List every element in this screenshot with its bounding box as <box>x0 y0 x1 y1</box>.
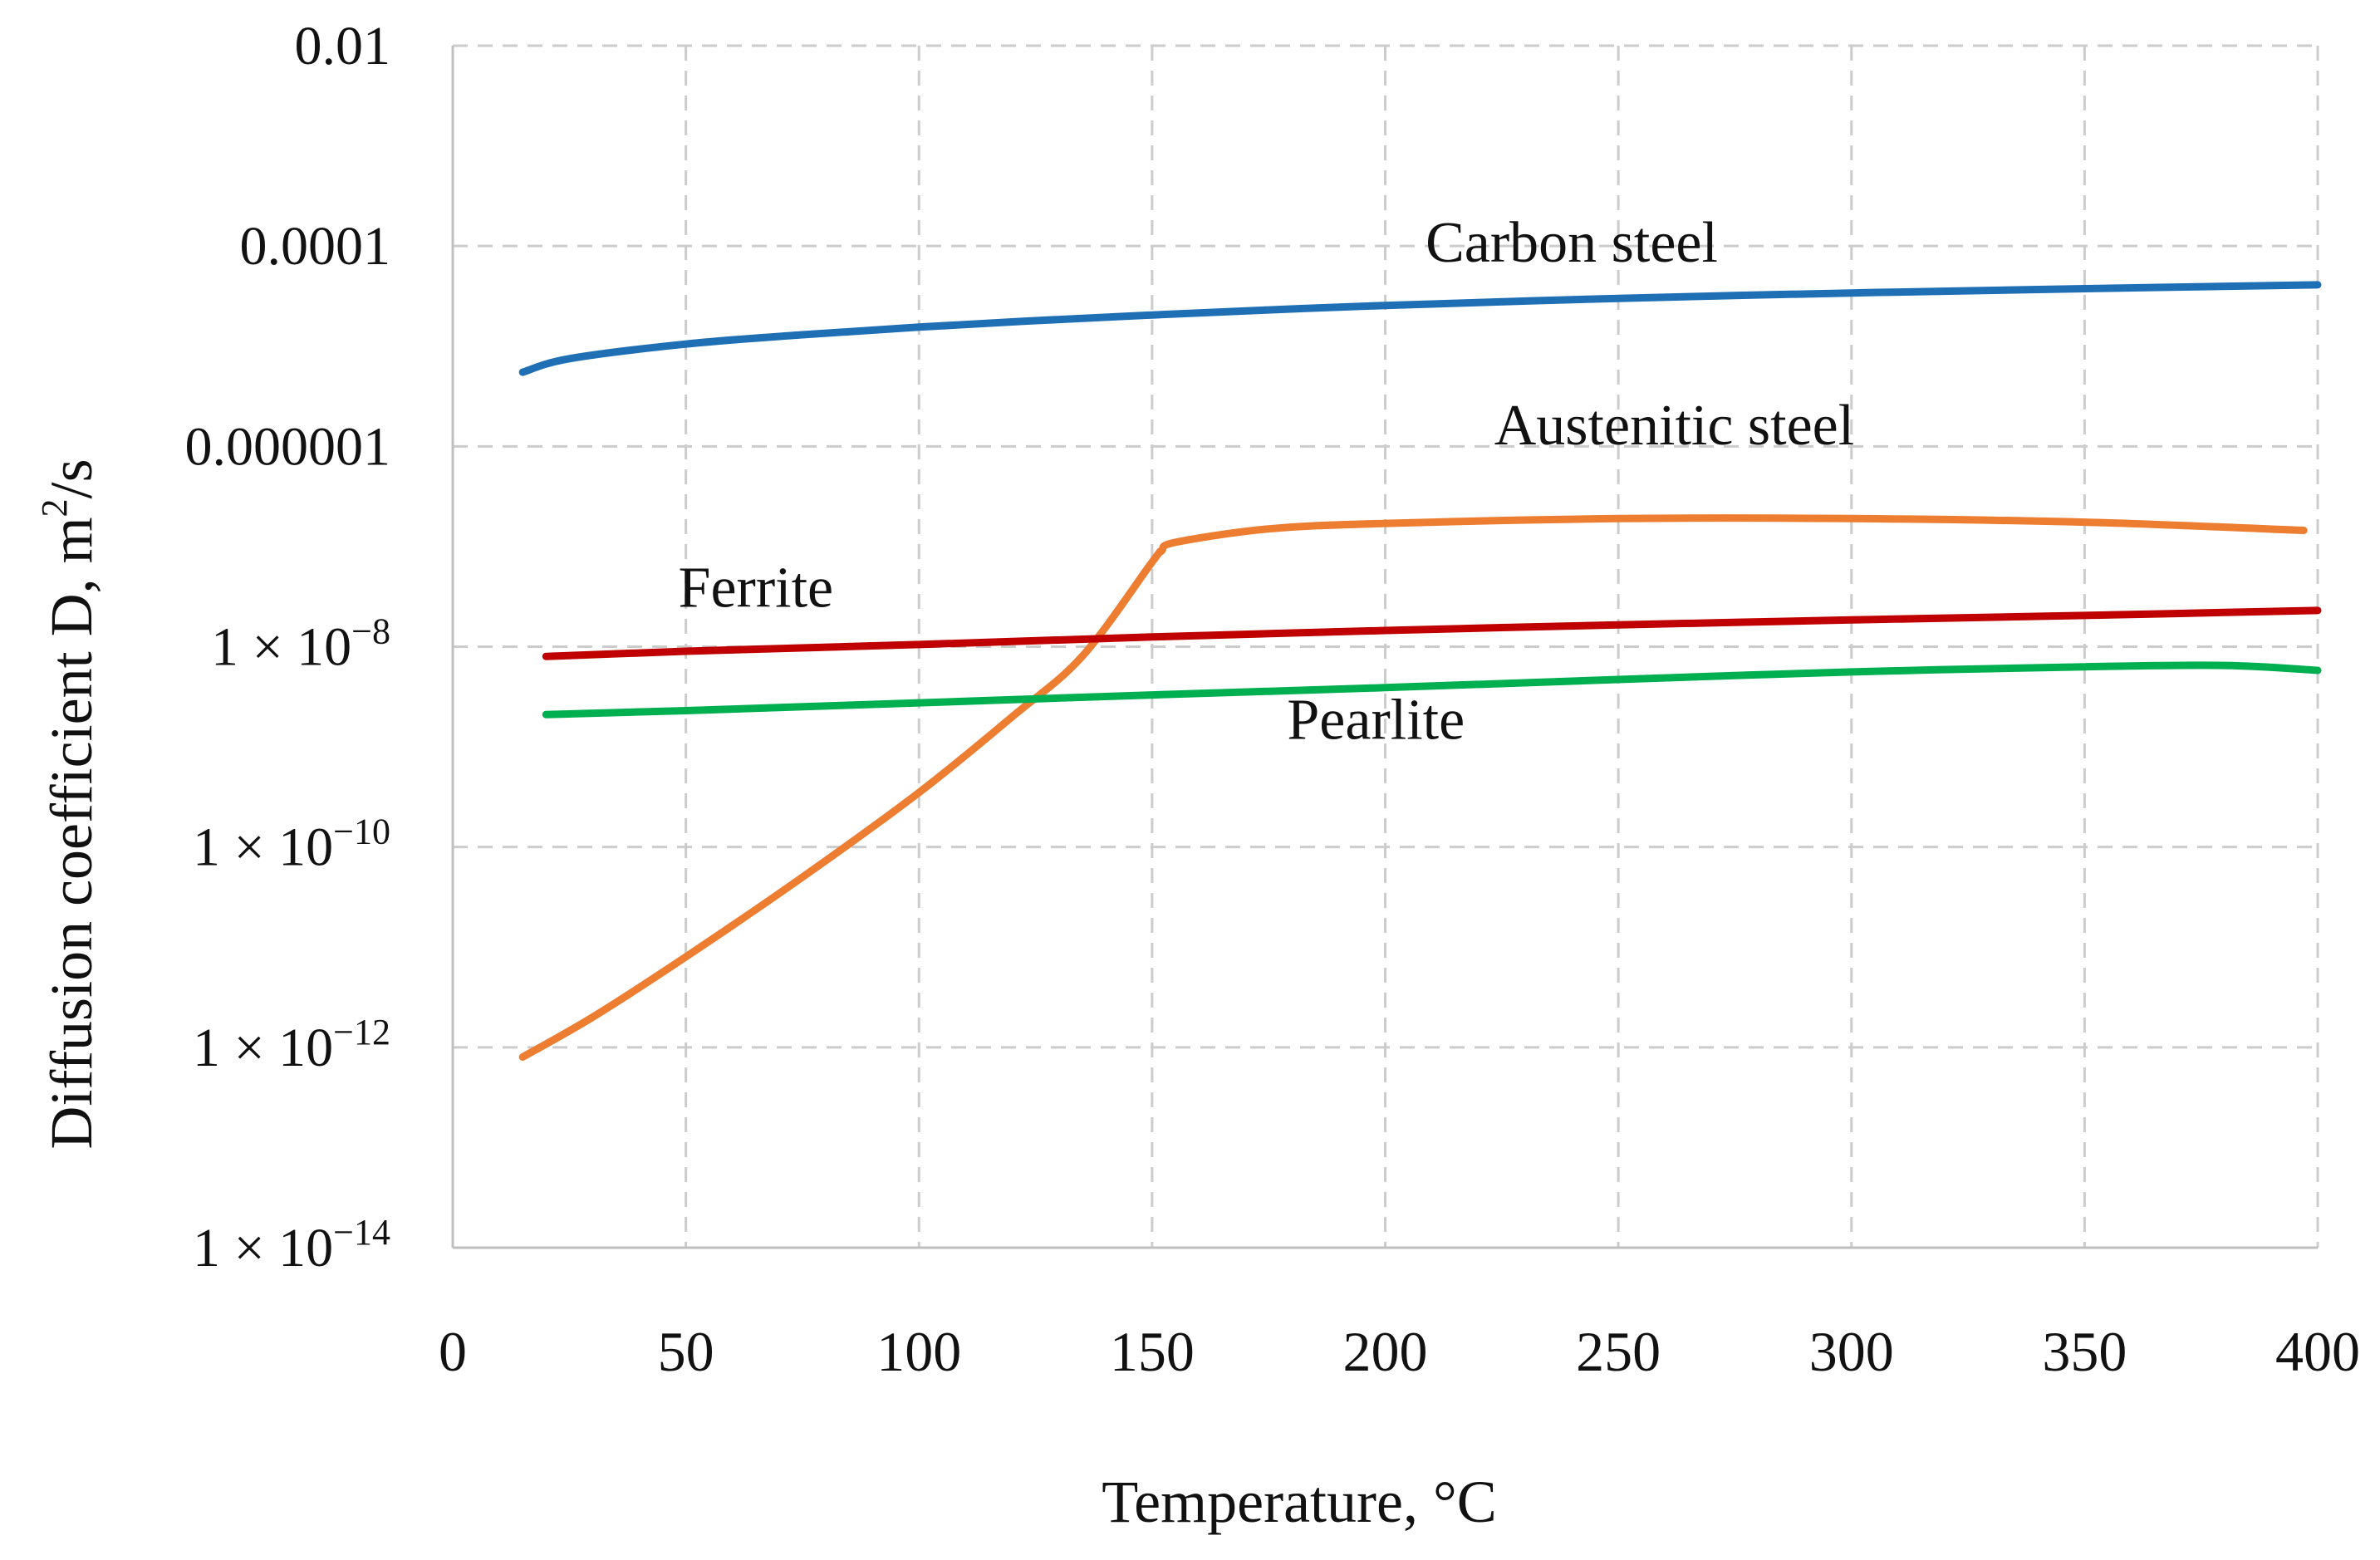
series-line-austenitic-steel <box>518 514 2308 1061</box>
y-tick-label: 1 × 10−10 <box>193 812 390 878</box>
y-axis-label: Diffusion coefficient D, m2/s <box>34 459 105 1149</box>
x-tick-label: 300 <box>1809 1320 1894 1383</box>
series-label-austenitic-steel: Austenitic steel <box>1494 394 1855 458</box>
series-line-carbon-steel <box>518 281 2322 376</box>
series-labels: Carbon steel Austenitic steel Ferrite Pearl… <box>679 211 1855 753</box>
series-label-pearlite: Pearlite <box>1287 689 1465 753</box>
x-tick-label: 350 <box>2042 1320 2127 1383</box>
y-tick-label: 0.01 <box>295 16 391 76</box>
y-tick-labels: 0.01 0.0001 0.000001 1 × 10−8 1 × 10−10 1 × 1… <box>185 16 391 1278</box>
series-line-pearlite <box>542 661 2322 719</box>
series-label-carbon-steel: Carbon steel <box>1426 211 1718 275</box>
x-tick-label: 200 <box>1343 1320 1428 1383</box>
y-tick-label: 0.0001 <box>240 216 391 277</box>
x-tick-label: 100 <box>876 1320 961 1383</box>
x-axis-label: Temperature, °C <box>1102 1469 1497 1535</box>
series-line-ferrite <box>542 606 2322 660</box>
y-tick-label: 1 × 10−8 <box>211 611 390 678</box>
y-tick-label: 1 × 10−14 <box>193 1212 390 1278</box>
x-tick-labels: 0 50 100 150 200 250 300 350 400 <box>439 1320 2360 1383</box>
x-tick-label: 400 <box>2275 1320 2360 1383</box>
grid <box>453 44 2319 1248</box>
series-label-ferrite: Ferrite <box>679 557 834 621</box>
x-tick-label: 0 <box>439 1320 467 1383</box>
y-tick-label: 0.000001 <box>185 416 391 477</box>
y-tick-label: 1 × 10−12 <box>193 1012 390 1078</box>
x-tick-label: 50 <box>658 1320 714 1383</box>
series-lines <box>518 281 2322 1061</box>
axes <box>451 46 2318 1249</box>
x-tick-label: 150 <box>1110 1320 1195 1383</box>
x-tick-label: 250 <box>1576 1320 1661 1383</box>
